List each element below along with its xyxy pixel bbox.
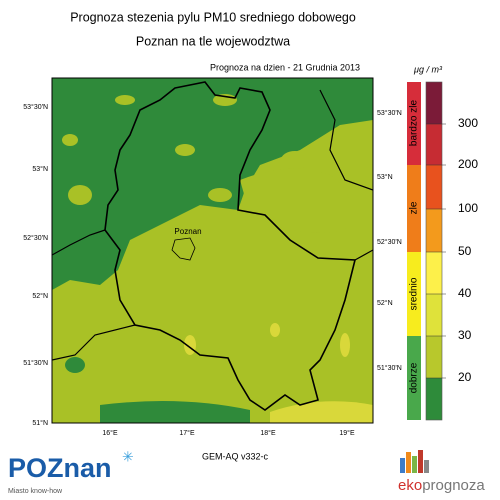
border [354, 249, 373, 261]
color-band [426, 378, 442, 420]
title: Prognoza stezenia pylu PM10 sredniego do… [70, 10, 356, 24]
border [52, 229, 106, 256]
poznan-logo: POZnan ✳ Miasto know-how [8, 449, 134, 495]
patch [68, 185, 92, 205]
category-band [407, 82, 421, 165]
subtitle: Poznan na tle wojewodztwa [136, 34, 290, 48]
lat-label: 51°N [32, 419, 48, 427]
lat-label: 53°30'N [377, 109, 402, 117]
lat-label: 52°30'N [377, 238, 402, 246]
region-higher [270, 401, 373, 423]
lat-label: 53°N [377, 173, 393, 181]
category-label: dobrze [409, 362, 420, 393]
legend-tick-label: 20 [458, 370, 472, 384]
logo-prognoza: prognoza [422, 477, 485, 494]
lon-label: 18°E [260, 429, 276, 437]
category-label: bardzo zle [409, 99, 420, 146]
map-frame [51, 77, 374, 424]
category-band [407, 165, 421, 252]
legend: 300 200 100 50 40 30 20 bardzo zle zle srednio dob… [407, 81, 478, 421]
patch [270, 323, 280, 337]
legend-tick-label: 40 [458, 286, 472, 300]
legend-tick-label: 50 [458, 244, 472, 258]
category-label: zle [409, 201, 420, 214]
border [52, 324, 136, 361]
lon-label: 19°E [339, 429, 355, 437]
color-band [426, 336, 442, 378]
lat-label: 51°30'N [377, 364, 402, 372]
color-band [426, 252, 442, 294]
lon-label: 16°E [102, 429, 118, 437]
patch [62, 134, 78, 146]
legend-tick-label: 200 [458, 157, 478, 171]
lat-label: 52°30'N [23, 234, 48, 242]
color-band [426, 82, 442, 124]
logo-eko: eko [398, 477, 422, 494]
patch [208, 188, 232, 202]
color-band [426, 294, 442, 336]
patch [340, 333, 350, 357]
voivodeship-border [104, 81, 357, 411]
patch [115, 95, 135, 105]
lat-label: 52°N [32, 292, 48, 300]
category-label: srednio [409, 277, 420, 310]
color-band [426, 165, 442, 209]
color-band [426, 209, 442, 252]
lat-label: 53°30'N [23, 103, 48, 111]
patch [175, 144, 195, 156]
category-band [407, 252, 421, 336]
ekoprognoza-logo: ekoprognoza [398, 450, 485, 494]
date: Prognoza na dzien - 21 Grudnia 2013 [210, 62, 360, 72]
city-label: Poznan [174, 227, 201, 236]
logo-tagline: Miasto know-how [8, 488, 63, 495]
city-border [171, 237, 196, 261]
category-band [407, 336, 421, 420]
lat-label: 53°N [32, 165, 48, 173]
logo-text: ekoprognoza [398, 477, 485, 494]
patch [65, 357, 85, 373]
logo-text: POZnan [8, 453, 112, 483]
colorbar-frame [425, 81, 443, 421]
region-good [100, 401, 250, 423]
patch [281, 151, 309, 169]
legend-tick-label: 300 [458, 116, 478, 130]
color-band [426, 124, 442, 165]
legend-tick-label: 100 [458, 201, 478, 215]
logo-star: ✳ [122, 449, 134, 465]
border [319, 89, 373, 191]
legend-tick-label: 30 [458, 328, 472, 342]
lon-label: 17°E [179, 429, 195, 437]
unit: μg / m³ [413, 64, 443, 74]
model-label: GEM-AQ v332-c [202, 451, 269, 461]
map: Poznan [51, 77, 374, 424]
lat-label: 51°30'N [23, 359, 48, 367]
lat-label: 52°N [377, 299, 393, 307]
